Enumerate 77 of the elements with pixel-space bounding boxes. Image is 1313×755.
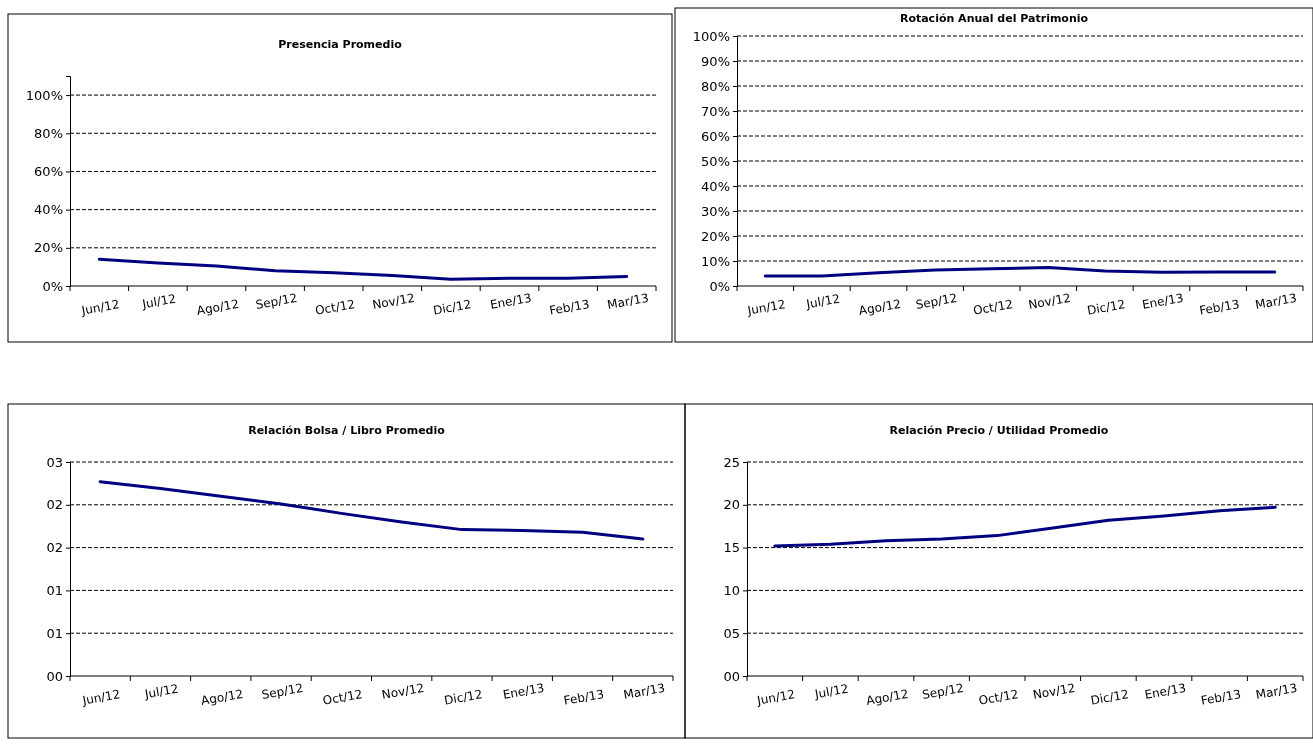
x-tick-label: Sep/12: [921, 680, 965, 702]
y-tick-label: 50%: [701, 153, 730, 169]
y-tick-label: 60%: [34, 164, 63, 180]
x-tick-label: Ago/12: [195, 296, 240, 318]
x-tick-label: Oct/12: [972, 297, 1014, 318]
y-tick-label: 20: [723, 497, 740, 513]
x-tick-label: Nov/12: [1031, 680, 1077, 703]
y-tick-label: 80%: [701, 78, 730, 94]
x-tick-label: Sep/12: [254, 290, 299, 312]
x-tick-label: Feb/13: [1199, 686, 1243, 708]
chart-title: Relación Bolsa / Libro Promedio: [248, 424, 446, 437]
x-tick-label: Jun/12: [745, 297, 787, 318]
x-tick-label: Sep/12: [914, 290, 959, 312]
x-tick-label: Nov/12: [380, 680, 426, 703]
x-tick-label: Mar/13: [622, 680, 667, 702]
y-tick-label: 40%: [34, 202, 63, 218]
y-tick-label: 00: [723, 668, 740, 684]
y-tick-label: 40%: [701, 178, 730, 194]
x-tick-label: Jul/12: [804, 291, 842, 312]
y-tick-label: 0%: [709, 278, 730, 294]
x-tick-label: Jun/12: [80, 687, 122, 708]
y-tick-label: 100%: [25, 87, 63, 103]
chart-title: Rotación Anual del Patrimonio: [899, 12, 1089, 25]
line-series: [773, 505, 1277, 548]
x-tick-label: Jul/12: [812, 681, 850, 702]
y-tick-label: 30%: [701, 203, 730, 219]
x-tick-label: Feb/13: [562, 686, 606, 708]
chart-title: Relación Precio / Utilidad Promedio: [889, 424, 1109, 437]
x-tick-label: Oct/12: [977, 687, 1020, 708]
y-tick-label: 20%: [701, 228, 730, 244]
x-tick-label: Oct/12: [314, 297, 356, 318]
x-tick-label: Dic/12: [1086, 297, 1127, 318]
x-tick-label: Ago/12: [199, 686, 245, 708]
y-tick-label: 20%: [34, 240, 63, 256]
x-tick-label: Ene/13: [488, 290, 533, 312]
y-tick-label: 60%: [701, 128, 730, 144]
y-tick-label: 15: [723, 540, 740, 556]
y-tick-label: 90%: [701, 53, 730, 69]
y-tick-label: 70%: [701, 103, 730, 119]
y-tick-label: 10: [723, 583, 740, 599]
x-tick-label: Feb/13: [548, 296, 591, 318]
x-tick-label: Dic/12: [432, 297, 473, 318]
x-tick-label: Jul/12: [142, 681, 180, 702]
x-tick-label: Ene/13: [1143, 680, 1188, 702]
x-tick-label: Mar/13: [1254, 680, 1299, 702]
x-tick-label: Feb/13: [1198, 296, 1241, 318]
x-tick-label: Dic/12: [1089, 687, 1130, 708]
y-tick-label: 100%: [692, 28, 730, 44]
x-tick-label: Mar/13: [1254, 290, 1298, 312]
x-tick-label: Nov/12: [371, 290, 416, 313]
x-tick-label: Jun/12: [79, 297, 121, 318]
y-tick-label: 05: [723, 625, 740, 641]
y-tick-label: 80%: [34, 125, 63, 141]
y-tick-label: 02: [46, 497, 63, 513]
y-tick-label: 10%: [701, 253, 730, 269]
line-series: [97, 257, 629, 281]
x-tick-label: Mar/13: [606, 290, 650, 312]
y-tick-label: 01: [46, 625, 63, 641]
y-tick-label: 25: [723, 454, 740, 470]
line-series: [763, 266, 1277, 278]
y-tick-label: 00: [46, 668, 63, 684]
x-tick-label: Jul/12: [140, 291, 178, 312]
chart-title: Presencia Promedio: [278, 38, 403, 51]
x-tick-label: Nov/12: [1027, 290, 1072, 313]
line-series: [98, 480, 645, 541]
x-tick-label: Oct/12: [321, 687, 364, 708]
y-tick-label: 01: [46, 583, 63, 599]
y-tick-label: 02: [46, 540, 63, 556]
x-tick-label: Ago/12: [865, 686, 910, 708]
x-tick-label: Dic/12: [443, 687, 484, 708]
x-tick-label: Ene/13: [501, 680, 546, 702]
x-tick-label: Ene/13: [1140, 290, 1185, 312]
x-tick-label: Ago/12: [857, 296, 902, 318]
x-tick-label: Jun/12: [755, 687, 797, 708]
x-tick-label: Sep/12: [260, 680, 305, 702]
y-tick-label: 0%: [42, 278, 63, 294]
y-tick-label: 03: [46, 454, 63, 470]
